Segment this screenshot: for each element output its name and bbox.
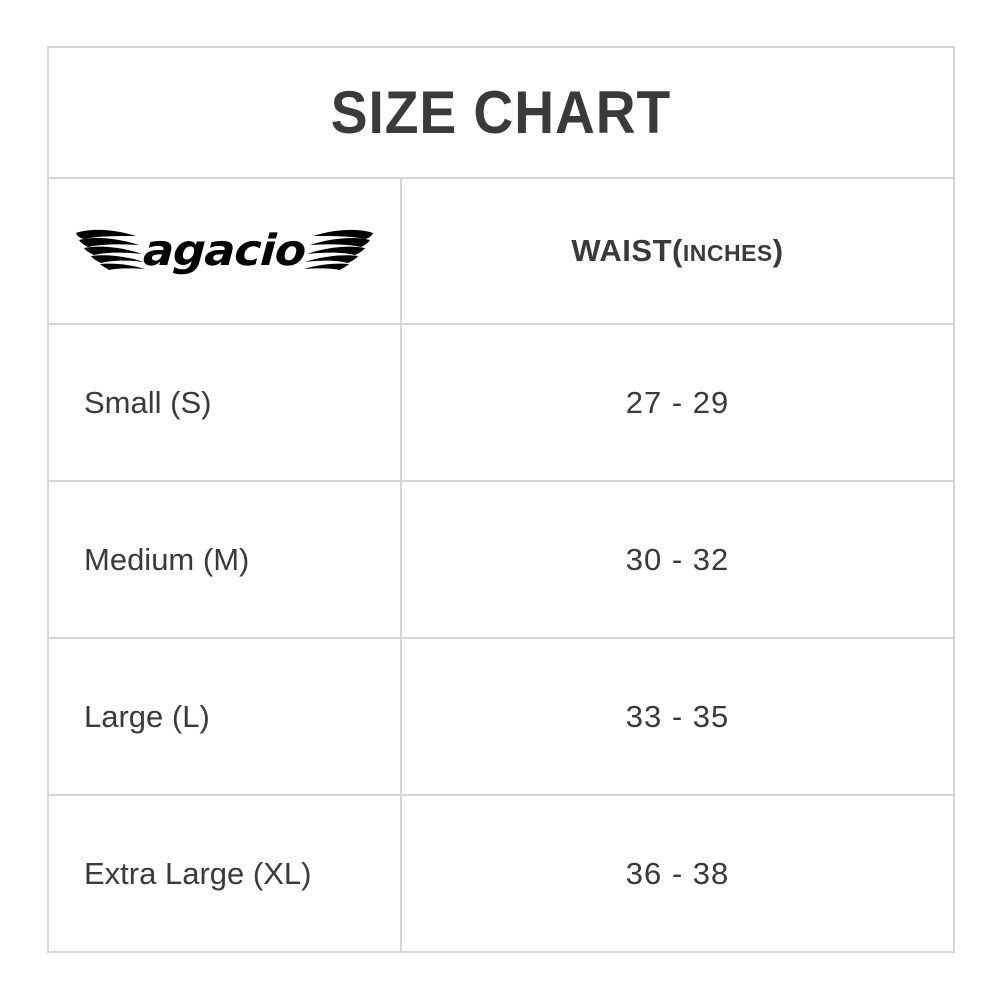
waist-value-large: 33 - 35 [400,637,955,796]
size-label-large: Large (L) [47,637,402,796]
page-title: SIZE CHART [330,78,672,146]
waist-column-header: WAIST(INCHES) [400,177,955,325]
title-cell: SIZE CHART [47,46,955,179]
unit-word: INCHES [682,240,773,266]
brand-logo-cell: agacio [47,177,402,325]
title-row: SIZE CHART [47,46,955,179]
table-row: Small (S) 27 - 29 [47,323,955,482]
table-row: Extra Large (XL) 36 - 38 [47,794,955,953]
waist-value-medium: 30 - 32 [400,480,955,639]
agacio-logo: agacio [74,224,375,278]
size-label-small: Small (S) [47,323,402,482]
wing-icon [74,227,146,276]
unit-close-paren: ) [772,233,784,268]
table-row: Medium (M) 30 - 32 [47,480,955,639]
waist-label-main: WAIST [571,233,673,268]
size-label-medium: Medium (M) [47,480,402,639]
unit-open-paren: ( [672,233,683,268]
wing-icon [303,227,375,276]
waist-value-extra-large: 36 - 38 [400,794,955,953]
waist-value-small: 27 - 29 [400,323,955,482]
size-label-extra-large: Extra Large (XL) [47,794,402,953]
brand-wordmark: agacio [142,225,307,276]
waist-column-label: WAIST(INCHES) [571,233,783,268]
table-header-row: agacio [47,177,955,325]
size-chart-table: SIZE CHART [47,46,955,953]
table-row: Large (L) 33 - 35 [47,637,955,796]
